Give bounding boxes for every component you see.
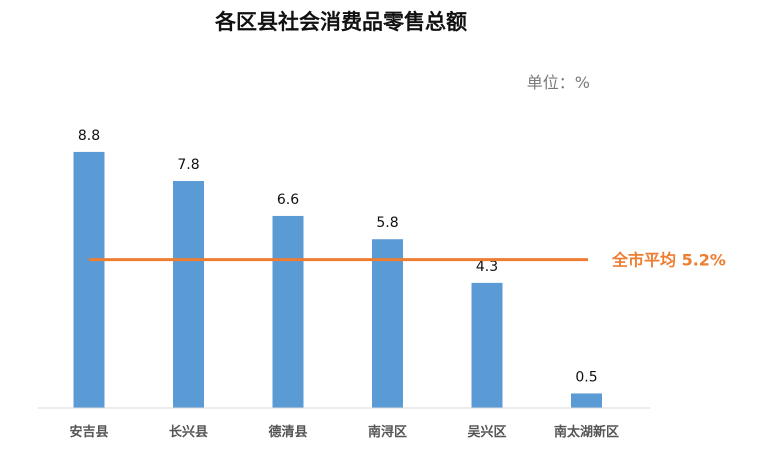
bar-3 (272, 215, 304, 408)
average-label: 全市平均 5.2% (611, 251, 726, 270)
x-tick-label-6: 南太湖新区 (554, 424, 619, 440)
bar-1 (73, 151, 105, 409)
x-tick-label-3: 德清县 (268, 424, 307, 440)
data-label-2: 7.8 (177, 157, 199, 173)
bars-group: 8.8 安吉县 7.8 长兴县 6.6 德清县 5.8 南浔区 4.3 吴兴区 0.5 南太湖新区 (69, 128, 619, 440)
data-label-1: 8.8 (78, 128, 100, 144)
bar-6 (571, 393, 602, 408)
bar-5 (471, 282, 503, 408)
data-label-6: 0.5 (575, 369, 597, 385)
data-label-3: 6.6 (277, 192, 299, 208)
x-tick-label-2: 长兴县 (169, 424, 208, 440)
unit-label: 单位：% (527, 73, 590, 92)
average-group: 全市平均 5.2% (89, 251, 726, 270)
chart-title: 各区县社会消费品零售总额 (214, 10, 467, 34)
data-label-4: 5.8 (376, 215, 398, 231)
x-tick-label-5: 吴兴区 (467, 424, 506, 440)
x-tick-label-1: 安吉县 (69, 424, 108, 440)
x-tick-label-4: 南浔区 (368, 424, 407, 440)
bar-4 (372, 239, 403, 408)
bar-2 (173, 181, 204, 408)
data-label-5: 4.3 (476, 259, 498, 275)
